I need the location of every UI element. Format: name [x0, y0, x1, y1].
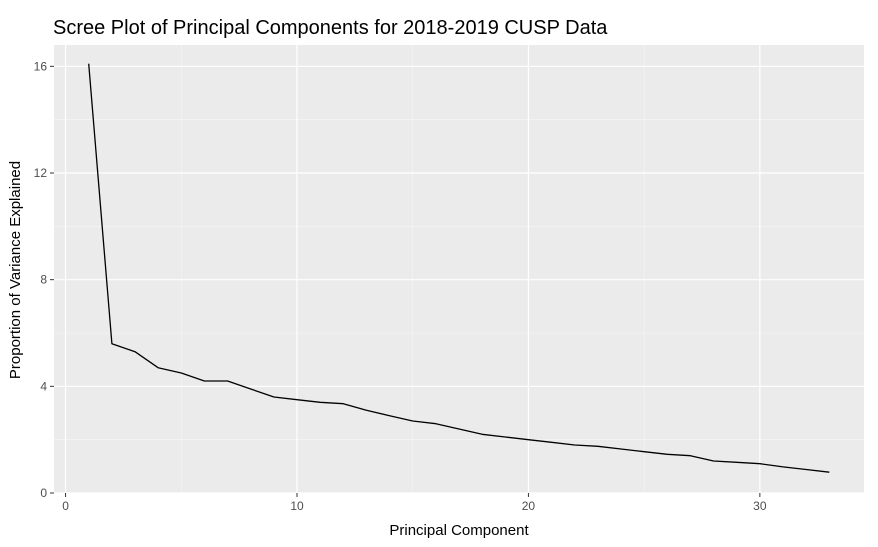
series-line — [88, 63, 830, 473]
x-tick-label: 0 — [62, 499, 69, 513]
x-tick-label: 10 — [290, 499, 304, 513]
major-gridlines — [54, 45, 864, 494]
x-tick-label: 30 — [753, 499, 767, 513]
y-tick-label: 4 — [40, 379, 47, 393]
plot-panel — [54, 45, 864, 493]
data-series — [88, 63, 830, 473]
y-tick-label: 12 — [34, 166, 48, 180]
axis-ticks: 0 10 20 30 0 4 8 12 16 — [34, 59, 767, 513]
y-tick-label: 8 — [40, 273, 47, 287]
chart-title: Scree Plot of Principal Components for 2… — [53, 17, 608, 39]
y-axis-label: Proportion of Variance Explained — [7, 161, 24, 379]
x-tick-label: 20 — [522, 499, 536, 513]
minor-gridlines — [54, 45, 864, 493]
y-tick-label: 0 — [40, 486, 47, 500]
x-axis-label: Principal Component — [389, 522, 529, 539]
y-tick-label: 16 — [34, 59, 48, 73]
